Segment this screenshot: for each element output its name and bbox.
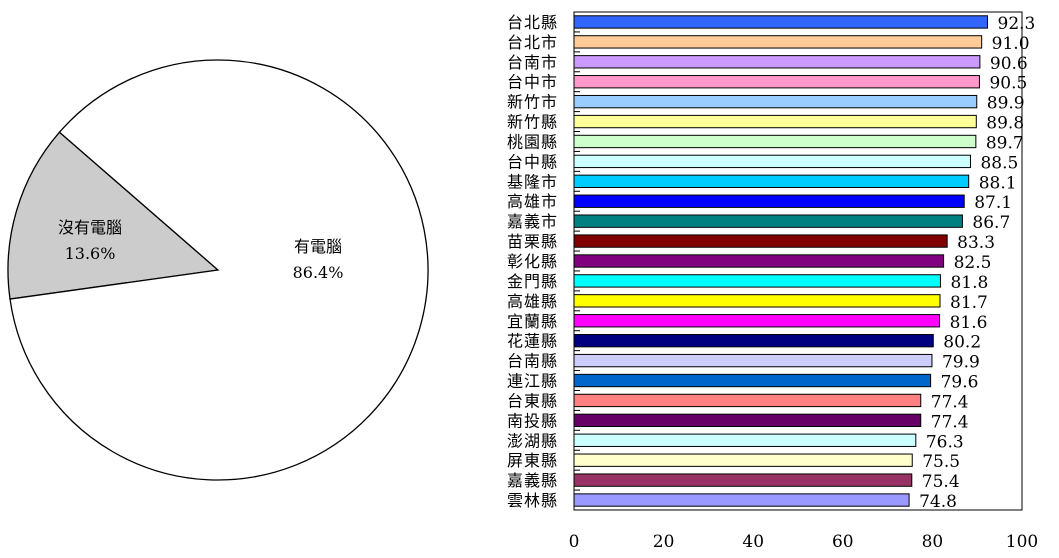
bar-value-label: 80.2: [943, 333, 981, 353]
bar-value-label: 74.8: [919, 492, 957, 512]
category-label: 雲林縣: [507, 491, 558, 510]
bar-value-label: 90.5: [989, 74, 1027, 94]
bar-value-label: 88.5: [980, 153, 1018, 173]
bar-value-label: 87.1: [974, 193, 1012, 213]
x-tick-label: 60: [832, 532, 854, 552]
pie-slice-value: 86.4%: [293, 263, 344, 282]
category-label: 桃園縣: [507, 132, 558, 151]
bar-value-label: 82.5: [954, 253, 992, 273]
category-label: 宜蘭縣: [507, 312, 558, 331]
category-label: 嘉義縣: [507, 471, 558, 490]
category-label: 苗栗縣: [507, 232, 558, 251]
bar: [573, 94, 978, 109]
bar-chart: 台北縣 92.3 台北市 91.0 台南市 90.6 台中市 90.5 新竹市 89.9 新竹縣 89…: [507, 11, 1038, 552]
bar: [573, 433, 917, 447]
bar: [573, 214, 963, 228]
bar-value-label: 91.0: [992, 34, 1030, 54]
bar-value-label: 75.4: [922, 472, 960, 492]
x-tick-label: 40: [742, 532, 764, 552]
bar-value-label: 86.7: [972, 213, 1010, 233]
category-label: 高雄市: [507, 192, 558, 211]
bar: [573, 254, 945, 268]
category-label: 金門縣: [507, 272, 558, 291]
bar: [573, 294, 941, 308]
category-label: 台中縣: [507, 152, 558, 171]
bar-value-label: 77.4: [931, 412, 969, 432]
bar-value-label: 81.8: [950, 273, 988, 293]
pie-slice-label: 有電腦: [294, 237, 342, 256]
pie-slice: [9, 59, 429, 481]
bar-value-label: 81.6: [950, 313, 988, 333]
category-label: 台北市: [507, 33, 558, 52]
category-label: 連江縣: [507, 372, 558, 391]
x-tick-label: 20: [653, 532, 675, 552]
category-label: 台北縣: [507, 13, 558, 32]
bar: [573, 134, 977, 149]
category-label: 彰化縣: [507, 252, 558, 271]
bar: [573, 334, 934, 348]
bar: [573, 473, 913, 487]
bar: [573, 15, 988, 29]
bar: [573, 314, 941, 328]
category-label: 澎湖縣: [507, 431, 558, 450]
category-label: 新竹縣: [507, 113, 558, 132]
pie-chart: 沒有電腦 13.6% 有電腦 86.4%: [7, 59, 429, 481]
bar: [573, 393, 922, 408]
bar-value-label: 90.6: [990, 54, 1028, 74]
x-tick-label: 80: [922, 532, 944, 552]
bar: [573, 35, 983, 49]
bar-value-label: 83.3: [957, 233, 995, 253]
bar: [573, 274, 941, 288]
bar: [573, 234, 948, 248]
bar: [573, 413, 922, 428]
category-label: 台南縣: [507, 352, 558, 371]
category-label: 台南市: [507, 53, 558, 72]
bar-value-label: 89.8: [986, 114, 1024, 134]
category-label: 台中市: [507, 73, 558, 92]
bar-value-label: 89.9: [987, 94, 1025, 114]
pie-slice-label: 沒有電腦: [58, 218, 122, 237]
bar-value-label: 76.3: [926, 432, 964, 452]
category-label: 新竹市: [507, 93, 558, 112]
category-label: 花蓮縣: [507, 332, 558, 351]
bar: [573, 453, 913, 467]
x-tick-label: 0: [569, 532, 580, 552]
bar-value-label: 89.7: [986, 133, 1024, 153]
category-label: 屏東縣: [507, 451, 558, 470]
bar-value-label: 92.3: [998, 14, 1036, 34]
category-label: 南投縣: [507, 411, 558, 430]
bar: [573, 55, 981, 69]
category-label: 台東縣: [507, 391, 558, 410]
bar: [573, 114, 977, 129]
bar: [573, 194, 965, 208]
category-label: 高雄縣: [507, 292, 558, 311]
bar: [573, 353, 933, 368]
bar-value-label: 81.7: [950, 293, 988, 313]
bar: [573, 154, 971, 169]
category-label: 基隆市: [507, 172, 558, 191]
x-tick-label: 100: [1006, 532, 1038, 552]
bar-value-label: 88.1: [979, 173, 1017, 193]
bar-value-label: 75.5: [922, 452, 960, 472]
bar-value-label: 79.6: [941, 373, 979, 393]
pie-slice-value: 13.6%: [65, 244, 116, 263]
bar: [573, 373, 932, 388]
bar: [573, 75, 980, 89]
bar-value-label: 77.4: [931, 392, 969, 412]
pie-slice: [7, 131, 220, 300]
bar: [573, 174, 970, 188]
bar-value-label: 79.9: [942, 353, 980, 373]
category-label: 嘉義市: [507, 212, 558, 231]
bar: [573, 493, 910, 507]
